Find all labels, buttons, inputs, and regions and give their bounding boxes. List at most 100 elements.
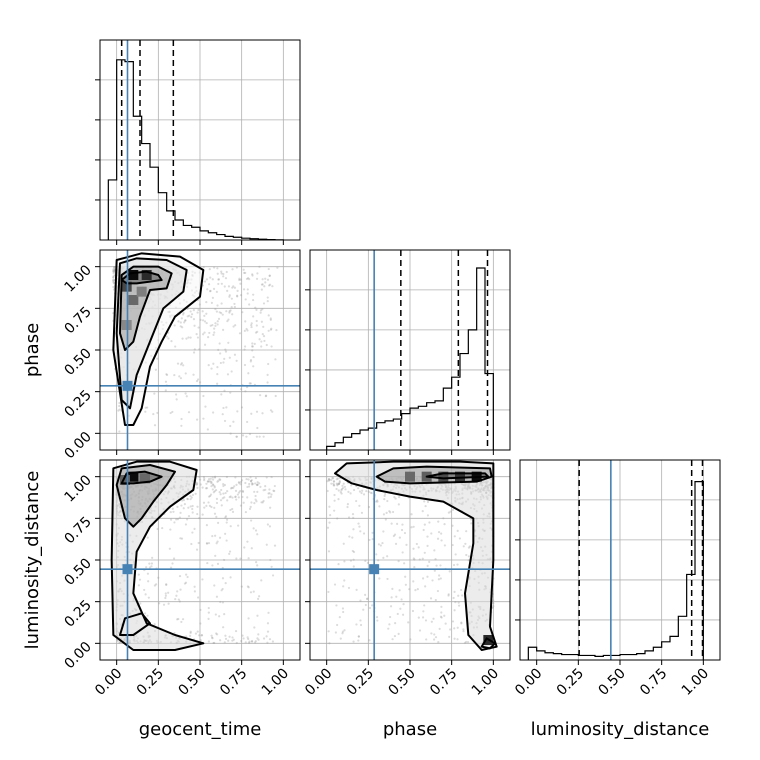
sample-point: [216, 382, 219, 385]
sample-point: [428, 560, 431, 563]
sample-point: [384, 492, 387, 496]
sample-point: [443, 614, 446, 617]
sample-point: [335, 478, 338, 481]
sample-point: [263, 339, 266, 343]
sample-point: [376, 499, 379, 502]
sample-point: [208, 480, 211, 483]
sample-point: [454, 553, 457, 556]
sample-point: [209, 276, 212, 279]
sample-point: [207, 617, 210, 620]
sample-point: [361, 489, 364, 492]
sample-point: [211, 478, 215, 481]
sample-point: [343, 485, 346, 488]
sample-point: [219, 361, 222, 365]
sample-point: [396, 612, 399, 616]
sample-point: [438, 627, 441, 630]
sample-point: [235, 483, 238, 486]
sample-point: [491, 606, 494, 609]
sample-point: [437, 578, 440, 581]
sample-point: [365, 597, 369, 601]
sample-point: [417, 546, 420, 549]
sample-point: [201, 310, 204, 313]
sample-point: [255, 410, 259, 413]
sample-point: [196, 505, 199, 508]
sample-point: [438, 574, 441, 577]
sample-point: [227, 318, 230, 321]
sample-point: [229, 495, 232, 498]
sample-point: [221, 313, 224, 316]
sample-point: [350, 484, 353, 487]
sample-point: [346, 505, 349, 509]
sample-point: [174, 598, 177, 601]
sample-point: [175, 518, 178, 521]
sample-point: [389, 511, 392, 514]
sample-point: [447, 511, 451, 514]
sample-point: [239, 480, 243, 484]
sample-point: [343, 560, 346, 563]
sample-point: [226, 373, 230, 376]
hist-phase-plot-area: [326, 250, 494, 450]
sample-point: [229, 432, 232, 435]
sample-point: [383, 498, 386, 501]
sample-point: [167, 591, 170, 594]
sample-point: [418, 558, 421, 561]
sample-point: [270, 475, 273, 479]
sample-point: [392, 534, 395, 538]
sample-point: [371, 538, 374, 541]
sample-point: [274, 394, 277, 398]
sample-point: [171, 507, 174, 510]
sample-point: [396, 522, 399, 525]
y-axis-label-phase: phase: [22, 323, 43, 377]
sample-point: [196, 378, 200, 381]
sample-point: [220, 302, 223, 305]
sample-point: [470, 518, 473, 521]
sample-point: [181, 337, 184, 340]
sample-point: [186, 498, 189, 501]
sample-point: [179, 363, 183, 366]
sample-point: [221, 577, 225, 580]
sample-point: [196, 630, 199, 633]
sample-point: [207, 478, 211, 481]
sample-point: [447, 594, 450, 597]
sample-point: [343, 629, 346, 632]
sample-point: [182, 499, 185, 502]
sample-point: [413, 565, 416, 569]
sample-point: [164, 594, 168, 597]
density-phase_vs_geocent_time-peak-1: [141, 270, 152, 280]
sample-point: [194, 492, 197, 495]
sample-point: [191, 507, 194, 511]
histogram-panel-geocent-time: [95, 39, 301, 245]
sample-point: [171, 562, 174, 565]
sample-point: [210, 481, 213, 484]
hist-phase-outline: [326, 267, 494, 450]
sample-point: [368, 606, 372, 610]
sample-point: [457, 601, 460, 604]
sample-point: [259, 311, 262, 314]
sample-point: [344, 488, 347, 491]
sample-point: [197, 308, 200, 312]
sample-point: [265, 543, 268, 546]
sample-point: [491, 606, 494, 609]
sample-point: [440, 611, 443, 614]
sample-point: [113, 281, 116, 284]
sample-point: [213, 486, 216, 489]
sample-point: [179, 325, 182, 328]
sample-point: [459, 588, 463, 592]
sample-point: [422, 610, 425, 613]
sample-point: [186, 315, 189, 318]
y-tick-label-4: 1.00: [61, 472, 94, 505]
sample-point: [456, 563, 459, 566]
sample-point: [492, 599, 495, 602]
sample-point: [337, 482, 341, 485]
sample-point: [229, 525, 232, 528]
sample-point: [268, 638, 272, 641]
hist-luminosity_distance-plot-area: [527, 460, 704, 660]
sample-point: [216, 267, 219, 270]
sample-point: [229, 487, 233, 490]
sample-point: [458, 537, 461, 540]
hist-luminosity_distance-outline: [527, 481, 704, 660]
sample-point: [203, 477, 206, 480]
sample-point: [208, 504, 212, 507]
sample-point: [139, 602, 142, 605]
sample-point: [384, 518, 387, 521]
